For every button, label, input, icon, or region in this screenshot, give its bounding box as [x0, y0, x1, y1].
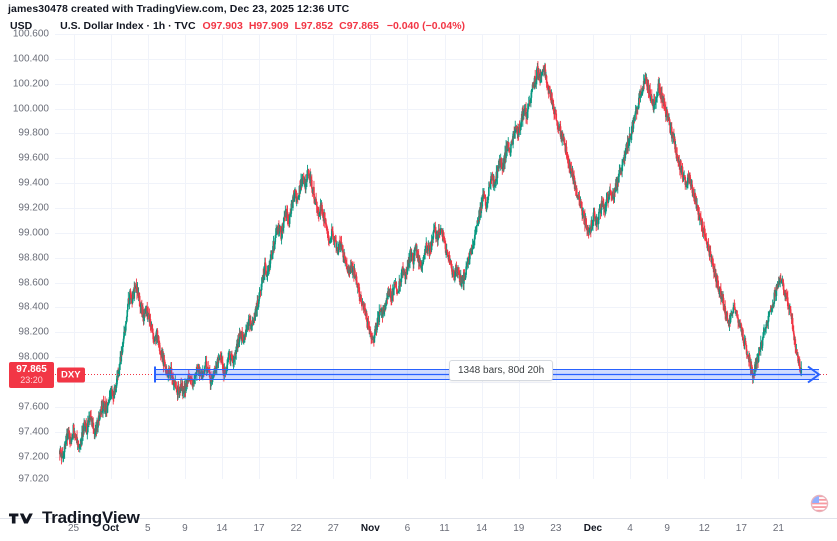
price-axis-tick: 100.600	[12, 28, 49, 40]
time-axis-tick: 21	[772, 523, 784, 534]
tradingview-wordmark: TradingView	[42, 508, 140, 527]
measure-arrow-head	[807, 365, 821, 384]
time-axis-tick: 17	[253, 523, 265, 534]
last-price-time: 23:20	[20, 374, 43, 385]
price-axis-tick: 97.200	[18, 451, 49, 463]
time-axis-tick: 23	[550, 523, 562, 534]
measure-tooltip: 1348 bars, 80d 20h	[449, 360, 554, 381]
time-axis-tick: 19	[513, 523, 525, 534]
price-axis-tick: 98.800	[18, 252, 49, 264]
chart-area[interactable]: 100.600 100.400 100.200 100.000 99.800 99.600…	[0, 29, 837, 534]
price-axis-tick: 99.000	[18, 227, 49, 239]
tradingview-logo[interactable]: TradingView	[9, 508, 140, 528]
ohlc-low-value: 97.852	[300, 20, 334, 32]
price-axis[interactable]: 100.600 100.400 100.200 100.000 99.800 99.600…	[0, 29, 55, 485]
plot-svg	[55, 34, 827, 479]
currency-unit-label: USD	[10, 20, 33, 32]
price-axis-tick: 98.200	[18, 326, 49, 338]
price-axis-tick: 100.400	[12, 53, 49, 65]
ohlc-values: O97.903 H97.909 L97.852 C97.865 −0.040 (…	[203, 20, 466, 32]
candle-series	[59, 61, 803, 465]
symbol-badge: DXY	[57, 367, 85, 382]
time-axis-tick: 11	[439, 523, 450, 534]
last-price-value: 97.865	[16, 363, 47, 375]
price-change-label: −0.040 (−0.04%)	[386, 20, 466, 32]
ohlc-open: O97.903	[203, 20, 243, 32]
us-flag-icon	[810, 494, 829, 513]
ohlc-low-letter: L	[294, 20, 301, 32]
price-axis-tick: 99.200	[18, 202, 49, 214]
ohlc-high-value: 97.909	[256, 20, 289, 32]
ohlc-open-value: 97.903	[210, 20, 243, 32]
last-price-tag: 97.865 23:20	[9, 361, 54, 388]
price-axis-tick: 98.000	[18, 351, 49, 363]
price-axis-tick: 97.020	[18, 473, 49, 485]
ohlc-close-letter: C	[339, 20, 347, 32]
attribution-line: james30478 created with TradingView.com,…	[8, 3, 350, 15]
time-axis-tick: 27	[327, 523, 339, 534]
price-axis-tick: 99.800	[18, 127, 49, 139]
ohlc-high-letter: H	[248, 20, 257, 32]
price-axis-tick: 99.600	[18, 152, 49, 164]
symbol-description-label: U.S. Dollar Index · 1h · TVC	[60, 20, 196, 32]
time-axis-tick: 9	[664, 523, 670, 534]
time-axis-tick: Nov	[360, 523, 380, 534]
time-axis-tick: 14	[216, 523, 228, 534]
time-axis-tick: 5	[144, 523, 151, 534]
time-axis[interactable]: 25 Oct 5 9 14 17 22 27 Nov 6 11 14 19 23 Dec 4 9 12 17 21	[0, 518, 837, 541]
grid-lines	[55, 34, 827, 479]
ohlc-close-value: 97.865	[346, 20, 379, 32]
time-axis-tick: 22	[290, 523, 302, 534]
ohlc-open-letter: O	[202, 20, 211, 32]
price-axis-tick: 98.600	[18, 277, 49, 289]
chart-legend: USD U.S. Dollar Index · 1h · TVC O97.903…	[10, 20, 465, 32]
price-axis-tick: 98.400	[18, 301, 49, 313]
time-axis-tick: 4	[627, 523, 633, 534]
price-axis-tick: 97.600	[18, 401, 49, 413]
time-axis-tick: 17	[735, 523, 747, 534]
price-axis-tick: 97.400	[18, 426, 49, 438]
time-axis-tick: 14	[476, 523, 488, 534]
price-axis-tick: 99.400	[18, 177, 49, 189]
time-axis-tick: Dec	[583, 523, 603, 534]
price-axis-tick: 100.200	[12, 78, 49, 90]
time-axis-tick: 6	[404, 523, 411, 534]
ohlc-low: L97.852	[295, 20, 334, 32]
time-axis-tick: 9	[182, 523, 188, 534]
time-axis-tick: 25	[67, 523, 80, 534]
ohlc-high: H97.909	[249, 20, 289, 32]
time-axis-tick: Oct	[102, 523, 119, 534]
ohlc-close: C97.865	[339, 20, 379, 32]
candlestick-plot[interactable]	[55, 34, 827, 479]
time-axis-tick: 12	[698, 523, 710, 534]
price-axis-tick: 100.000	[12, 103, 49, 115]
tradingview-mark-icon	[9, 512, 33, 524]
